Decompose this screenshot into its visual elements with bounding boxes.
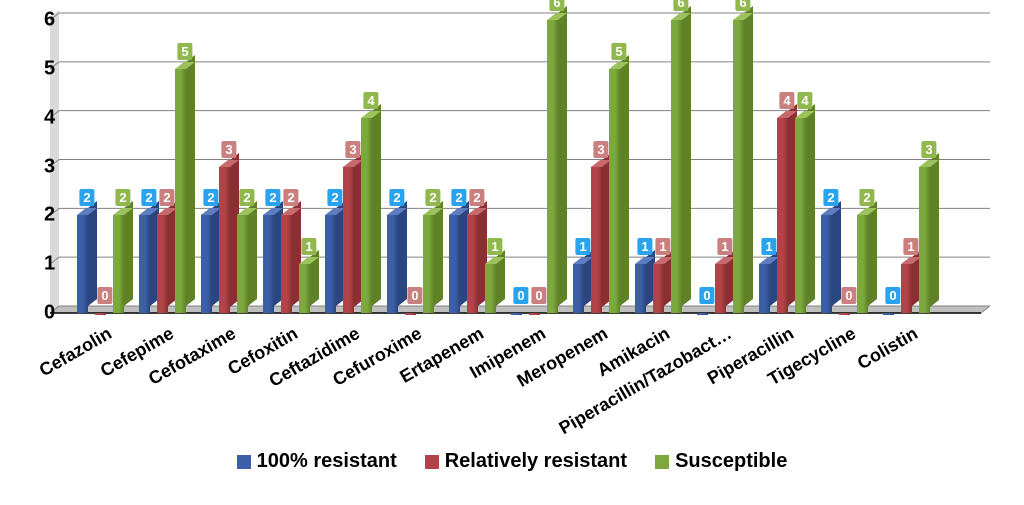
bar xyxy=(919,167,930,314)
bar-value-label: 2 xyxy=(265,189,280,206)
bar-value-label: 2 xyxy=(859,189,874,206)
bar xyxy=(529,313,540,315)
bar-value-label: 1 xyxy=(487,238,502,255)
bar xyxy=(325,215,336,313)
bar xyxy=(405,313,416,315)
bar xyxy=(821,215,832,313)
bar xyxy=(175,69,186,313)
bar xyxy=(361,118,372,313)
bar xyxy=(95,313,106,315)
bar-value-label: 3 xyxy=(593,141,608,158)
bar-value-label: 2 xyxy=(389,189,404,206)
bar xyxy=(547,20,558,313)
bar-value-label: 2 xyxy=(823,189,838,206)
bar xyxy=(219,167,230,314)
bar xyxy=(281,215,292,313)
legend-swatch xyxy=(655,455,669,469)
bar-value-label: 0 xyxy=(97,287,112,304)
bar xyxy=(237,215,248,313)
bar xyxy=(759,264,770,313)
bar-value-label: 2 xyxy=(79,189,94,206)
bar xyxy=(857,215,868,313)
bar xyxy=(77,215,88,313)
bar-value-label: 0 xyxy=(885,287,900,304)
bar-value-label: 0 xyxy=(699,287,714,304)
bar-value-label: 5 xyxy=(611,43,626,60)
bar xyxy=(671,20,682,313)
bar xyxy=(715,264,726,313)
bar-value-label: 4 xyxy=(797,92,812,109)
bar-value-label: 6 xyxy=(549,0,564,11)
bar xyxy=(733,20,744,313)
bar-value-label: 6 xyxy=(673,0,688,11)
bar-value-label: 2 xyxy=(159,189,174,206)
bar-value-label: 3 xyxy=(221,141,236,158)
legend-item: Susceptible xyxy=(655,450,787,473)
bar-value-label: 1 xyxy=(637,238,652,255)
legend: 100% resistant Relatively resistant Suscep… xyxy=(0,450,1024,473)
bar-value-label: 4 xyxy=(779,92,794,109)
bar xyxy=(901,264,912,313)
bar xyxy=(697,313,708,315)
bar xyxy=(139,215,150,313)
bar-value-label: 0 xyxy=(513,287,528,304)
bar-value-label: 2 xyxy=(115,189,130,206)
bar-value-label: 1 xyxy=(761,238,776,255)
bar-value-label: 3 xyxy=(345,141,360,158)
bar xyxy=(591,167,602,314)
legend-swatch xyxy=(425,455,439,469)
bar-value-label: 1 xyxy=(655,238,670,255)
bar xyxy=(157,215,168,313)
bar xyxy=(609,69,620,313)
bar-value-label: 5 xyxy=(177,43,192,60)
legend-item: 100% resistant xyxy=(237,450,397,473)
bar-value-label: 2 xyxy=(141,189,156,206)
bar-value-label: 2 xyxy=(425,189,440,206)
bar-value-label: 2 xyxy=(203,189,218,206)
bar xyxy=(113,215,124,313)
bar xyxy=(423,215,434,313)
bar-value-label: 2 xyxy=(239,189,254,206)
bar xyxy=(485,264,496,313)
legend-label: Susceptible xyxy=(675,450,787,472)
bar xyxy=(299,264,310,313)
legend-label: Relatively resistant xyxy=(445,450,627,472)
bar xyxy=(467,215,478,313)
bar xyxy=(263,215,274,313)
bar xyxy=(883,313,894,315)
bar-value-label: 1 xyxy=(717,238,732,255)
bar-value-label: 2 xyxy=(327,189,342,206)
bar xyxy=(387,215,398,313)
bar-value-label: 3 xyxy=(921,141,936,158)
legend-item: Relatively resistant xyxy=(425,450,627,473)
bar-value-label: 4 xyxy=(363,92,378,109)
bar-value-label: 0 xyxy=(531,287,546,304)
bar xyxy=(795,118,806,313)
bar-value-label: 1 xyxy=(903,238,918,255)
bar xyxy=(511,313,522,315)
legend-label: 100% resistant xyxy=(257,450,397,472)
bar-value-label: 1 xyxy=(575,238,590,255)
category-label: Colistin xyxy=(854,323,922,374)
bar xyxy=(449,215,460,313)
bar xyxy=(343,167,354,314)
bar xyxy=(653,264,664,313)
chart-plot: 2022252322212342022210061351160161442020… xyxy=(50,10,990,320)
legend-swatch xyxy=(237,455,251,469)
bar-value-label: 6 xyxy=(735,0,750,11)
bar-value-label: 1 xyxy=(301,238,316,255)
bar xyxy=(839,313,850,315)
bar-value-label: 2 xyxy=(283,189,298,206)
bar-value-label: 0 xyxy=(407,287,422,304)
bar xyxy=(777,118,788,313)
bar xyxy=(201,215,212,313)
bar xyxy=(573,264,584,313)
bar-value-label: 2 xyxy=(469,189,484,206)
bar xyxy=(635,264,646,313)
bar-value-label: 2 xyxy=(451,189,466,206)
bar-value-label: 0 xyxy=(841,287,856,304)
